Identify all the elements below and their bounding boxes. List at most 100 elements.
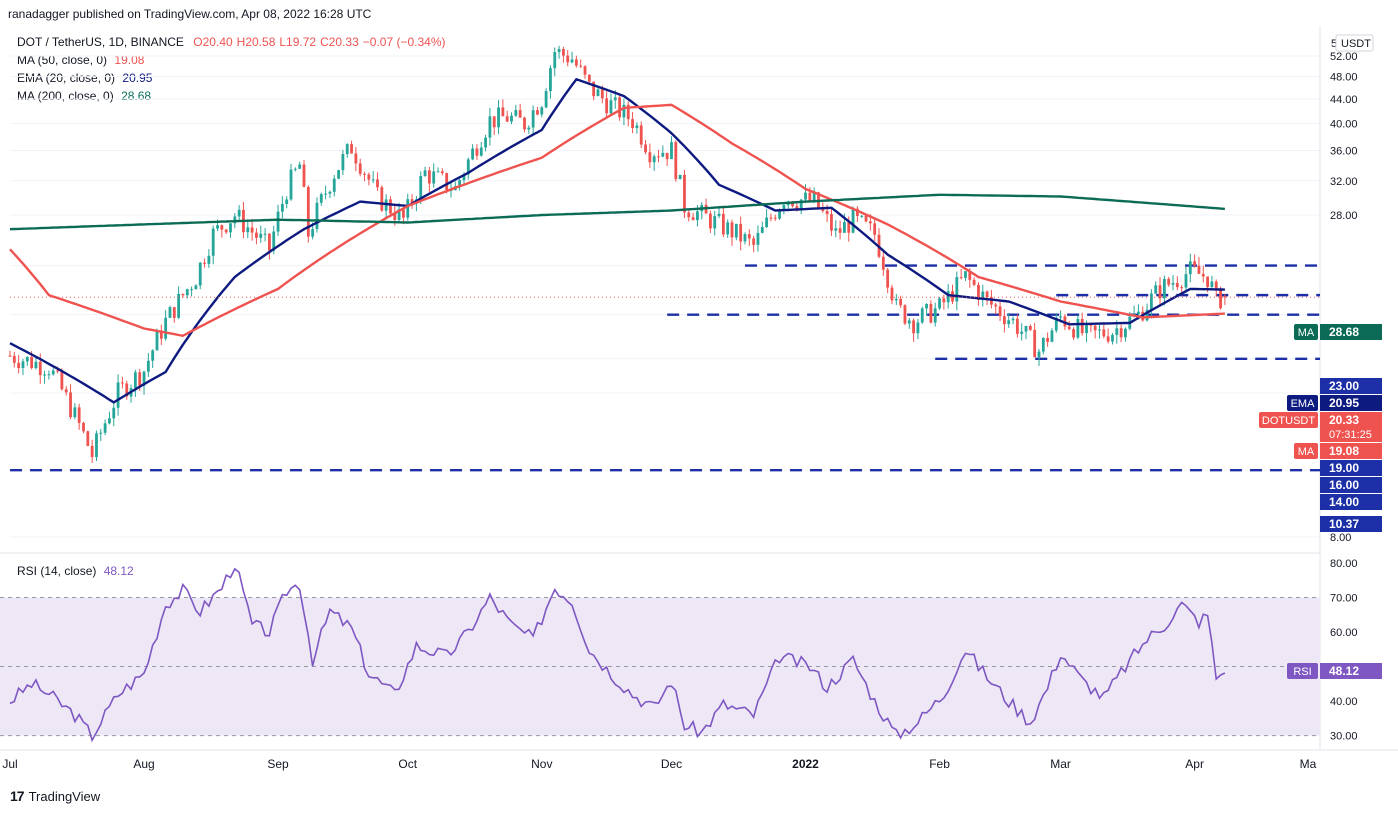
candle-body — [25, 356, 29, 362]
candle-body — [363, 173, 366, 175]
candle-body — [821, 208, 825, 211]
candle-body — [501, 107, 505, 117]
candle-body — [164, 317, 168, 339]
candle-body — [1206, 276, 1209, 288]
candle-body — [1067, 326, 1071, 330]
price-tick-label: 32.00 — [1330, 176, 1358, 188]
candle-body — [791, 201, 794, 207]
candle-body — [56, 370, 59, 372]
candle-body — [1046, 337, 1050, 342]
time-tick-label: Apr — [1185, 757, 1204, 771]
candle-body — [12, 355, 16, 363]
candle-body — [268, 233, 271, 251]
candle-body — [30, 356, 34, 369]
candle-body — [1223, 296, 1227, 298]
candle-body — [873, 223, 877, 235]
candle-body — [959, 277, 963, 279]
legend-rsi-row[interactable]: RSI (14, close) 48.12 — [17, 564, 134, 578]
time-tick-label: Aug — [133, 757, 154, 771]
candle-body — [505, 116, 509, 122]
candle-body — [946, 291, 950, 303]
candle-body — [376, 179, 379, 188]
candle-body — [142, 371, 146, 386]
candle-body — [773, 217, 777, 219]
footer[interactable]: 17 TradingView — [10, 788, 100, 804]
candle-body — [112, 407, 116, 419]
rsi-badge-value-bg — [1320, 663, 1382, 679]
candle-body — [657, 156, 660, 158]
candle-body — [708, 213, 712, 229]
candle-body — [315, 202, 319, 230]
candle-body — [397, 209, 401, 221]
candle-body — [471, 148, 475, 160]
time-tick-label: Ma — [1300, 757, 1317, 771]
candle-body — [977, 284, 980, 300]
candle-body — [121, 382, 124, 384]
candle-body — [557, 49, 561, 53]
candle-body — [518, 110, 522, 118]
rsi-badge-label: RSI — [1293, 666, 1311, 678]
candle-body — [782, 205, 786, 210]
candle-body — [276, 211, 280, 232]
ma50-badge-value-bg — [1320, 443, 1382, 459]
symbol-label[interactable]: DOT / TetherUS, 1D, BINANCE — [17, 35, 184, 49]
candle-body — [981, 291, 985, 300]
candle-body — [1119, 328, 1123, 338]
rsi-band — [0, 597, 1320, 736]
candle-body — [216, 225, 219, 229]
candle-body — [691, 217, 695, 221]
candle-body — [579, 65, 583, 67]
candle-body — [488, 116, 492, 138]
candle-body — [639, 125, 643, 145]
legend-ema20-row[interactable]: EMA (20, close, 0) 20.95 — [17, 71, 152, 85]
candle-body — [1015, 318, 1019, 334]
price-tick-label: 8.00 — [1330, 532, 1351, 544]
candle-body — [925, 303, 928, 309]
candle-body — [674, 142, 678, 180]
candle-body — [263, 233, 267, 235]
symbol-badge-label: DOTUSDT — [1262, 415, 1315, 427]
level-19-badge-value: 19.00 — [1329, 461, 1359, 475]
candle-body — [605, 98, 609, 114]
candle-body — [661, 152, 665, 157]
candle-body — [116, 382, 120, 408]
price-tick-label: 36.00 — [1330, 145, 1358, 157]
candle-body — [765, 217, 769, 227]
ohlc-high: H20.58 — [236, 35, 276, 49]
ohlc-low: L19.72 — [279, 35, 317, 49]
candle-body — [43, 374, 46, 376]
candle-body — [739, 223, 743, 242]
time-tick-label: Feb — [929, 757, 950, 771]
candle-body — [328, 191, 332, 194]
candle-body — [229, 223, 232, 233]
candle-body — [246, 227, 250, 233]
candle-body — [285, 199, 289, 205]
ma200-label: MA (200, close, 0) — [17, 89, 114, 103]
candle-body — [592, 81, 596, 97]
candle-body — [250, 227, 254, 233]
candle-body — [146, 360, 150, 372]
legend-ma200-row[interactable]: MA (200, close, 0) 28.68 — [17, 89, 151, 103]
level-16-badge-value-bg — [1320, 477, 1382, 493]
candle-body — [596, 89, 600, 97]
candle-body — [497, 107, 500, 128]
candle-body — [159, 330, 163, 339]
candle-body — [332, 178, 336, 192]
candle-body — [687, 212, 691, 218]
candle-body — [419, 175, 423, 200]
rsi-tick-label: 40.00 — [1330, 696, 1358, 708]
candle-body — [306, 186, 310, 237]
candle-body — [964, 271, 967, 278]
candle-body — [600, 89, 604, 99]
publisher-line: ranadagger published on TradingView.com,… — [8, 7, 372, 21]
candle-body — [1219, 288, 1222, 309]
time-tick-label: Jul — [2, 757, 17, 771]
candle-body — [64, 389, 68, 393]
candle-body — [1162, 278, 1166, 299]
ema-badge-label-bg — [1287, 395, 1318, 411]
candle-body — [916, 322, 920, 334]
candle-body — [942, 298, 946, 303]
candle-body — [609, 100, 613, 114]
candle-body — [912, 320, 916, 334]
